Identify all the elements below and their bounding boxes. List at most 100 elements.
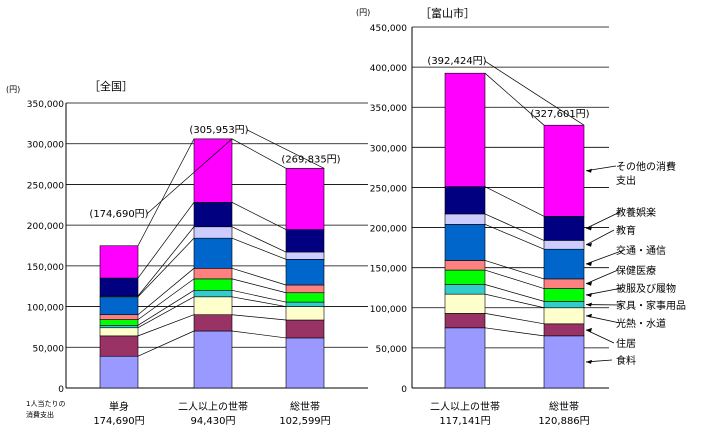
legend-label: 家具・家事用品 <box>616 299 686 312</box>
row-label: 消費支出 <box>26 410 54 419</box>
y-tick-label: 200,000 <box>370 225 407 235</box>
bar-segment <box>99 314 139 320</box>
y-tick-label: 400,000 <box>370 64 407 74</box>
bar-segment <box>285 251 325 260</box>
connector-line <box>137 278 195 320</box>
legend-arrow <box>585 249 625 265</box>
legend-arrowhead <box>586 242 592 247</box>
connector-line <box>231 226 287 253</box>
connector-line <box>484 284 545 302</box>
connector-line <box>137 296 195 329</box>
category-value: 117,141円 <box>439 416 490 427</box>
bar-segment <box>543 248 585 280</box>
connector-line <box>231 237 287 260</box>
legend-label: その他の消費 <box>616 160 676 173</box>
bar-segment <box>285 229 325 253</box>
connector-line <box>484 327 545 337</box>
bar-segment <box>193 237 233 269</box>
connector-line <box>484 293 545 309</box>
bar-segment <box>285 167 325 230</box>
bar-segment <box>444 72 486 187</box>
bar-segment <box>193 202 233 228</box>
connector-line <box>484 224 545 250</box>
bar-segment <box>543 323 585 337</box>
category-value: 94,430円 <box>191 416 236 427</box>
bar-segment <box>543 124 585 217</box>
bar-segment <box>444 293 486 314</box>
bar-segment <box>543 216 585 241</box>
legend-label: 教育 <box>616 224 636 237</box>
bar-segment <box>444 284 486 295</box>
connector-line <box>137 289 195 326</box>
bar-segment <box>444 327 486 389</box>
legend-arrow <box>585 229 615 246</box>
y-tick-label: 200,000 <box>27 222 64 232</box>
y-tick-label: 350,000 <box>370 104 407 114</box>
legend-arrowhead <box>586 292 592 297</box>
category-value: 102,599円 <box>279 416 330 427</box>
legend-label: 支出 <box>616 174 636 187</box>
legend-arrowhead <box>586 168 592 173</box>
connector-line <box>231 202 287 230</box>
legend-arrow <box>585 315 621 324</box>
bar-segment <box>543 240 585 250</box>
legend-label: 住居 <box>616 337 636 350</box>
category-label: 単身 <box>109 400 129 413</box>
bar-segment <box>543 335 585 389</box>
total-label: (174,690円) <box>89 209 148 220</box>
legend-arrowhead <box>586 262 592 267</box>
bar-segment <box>193 330 233 389</box>
bar-segment <box>193 267 233 280</box>
legend-arrowhead <box>586 313 592 318</box>
bar-segment <box>193 226 233 239</box>
legend-arrowhead <box>586 327 592 332</box>
category-label: 総世帯 <box>290 400 320 413</box>
y-tick-label: 250,000 <box>370 184 407 194</box>
connector-line <box>231 267 287 286</box>
y-tick-label: 0 <box>401 385 407 395</box>
panel-label: ［全国］ <box>89 79 133 93</box>
bar-segment <box>285 259 325 286</box>
connector-line <box>137 202 195 279</box>
category-label: 二人以上の世帯 <box>178 400 248 413</box>
bar-segment <box>285 319 325 339</box>
bar-segment <box>444 269 486 285</box>
legend-arrow <box>585 287 623 296</box>
bar-segment <box>99 277 139 297</box>
legend-label: 被服及び履物 <box>616 282 676 295</box>
y-tick-label: 50,000 <box>33 344 65 354</box>
connector-line <box>484 313 545 325</box>
bar-segment <box>543 307 585 325</box>
y-tick-label: 150,000 <box>27 263 64 273</box>
total-label: (269,835円) <box>281 154 340 165</box>
bar-segment <box>543 278 585 289</box>
row-label: 1人当たりの <box>26 399 65 408</box>
connector-line <box>231 278 287 294</box>
category-value: 174,690円 <box>93 416 144 427</box>
bar-segment <box>193 314 233 332</box>
y-tick-label: 450,000 <box>370 24 407 34</box>
legend-arrowhead <box>586 226 592 231</box>
legend-arrow <box>585 329 615 344</box>
legend-arrow <box>585 211 621 229</box>
y-unit-label: (円) <box>356 8 370 17</box>
bar-segment <box>444 313 486 329</box>
connector-line <box>231 296 287 307</box>
bar-segment <box>99 327 139 337</box>
bar-segment <box>99 335 139 357</box>
bar-segment <box>444 260 486 271</box>
bar-segment <box>543 301 585 309</box>
legend-label: 保健医療 <box>616 264 656 277</box>
connector-line <box>137 226 195 297</box>
total-connector-line <box>484 60 585 126</box>
category-label: 二人以上の世帯 <box>430 400 500 413</box>
connector-line <box>484 186 545 217</box>
connector-line <box>484 72 545 126</box>
y-tick-label: 300,000 <box>27 141 64 151</box>
bar-segment <box>543 288 585 302</box>
connector-line <box>484 269 545 289</box>
total-label: (327,601円) <box>530 109 589 120</box>
bar-segment <box>99 245 139 279</box>
